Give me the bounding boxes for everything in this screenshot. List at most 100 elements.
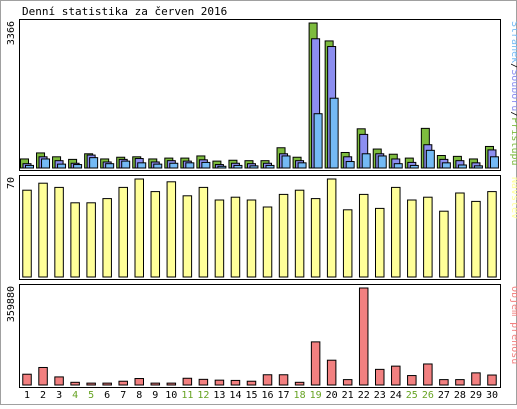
bar-Stránek-day-26 [425, 149, 435, 169]
bar-volume-day-24 [391, 365, 401, 386]
bar-volume-day-6 [102, 382, 112, 386]
bar-visits-day-1 [22, 189, 32, 278]
bar-Stránek-day-14 [233, 164, 243, 169]
bar-volume-day-10 [166, 382, 177, 386]
panel-visits: 70 Návštěv [6, 175, 517, 280]
bar-visits-day-9 [150, 191, 161, 278]
bar-volume-day-28 [455, 379, 465, 386]
day-label-23: 23 [374, 390, 386, 401]
bar-volume-day-30 [487, 374, 497, 386]
bar-Stránek-day-20 [329, 97, 339, 169]
bar-volume-day-7 [118, 380, 128, 386]
bar-visits-day-12 [198, 186, 209, 278]
day-label-17: 17 [278, 390, 290, 401]
legend-volume: Objem přenosu [509, 286, 517, 364]
day-label-3: 3 [56, 390, 62, 401]
bar-visits-day-6 [102, 198, 112, 278]
bar-Stránek-day-7 [121, 160, 131, 169]
bar-volume-day-4 [70, 381, 80, 386]
bar-volume-day-5 [86, 382, 96, 386]
bar-Stránek-day-15 [249, 165, 259, 169]
bar-volume-day-22 [358, 287, 369, 386]
bar-Stránek-day-9 [153, 163, 163, 169]
bar-Stránek-day-21 [345, 161, 355, 169]
panel-frame [19, 284, 501, 388]
legend-item: Návštěv [509, 177, 517, 219]
bar-volume-day-21 [342, 379, 353, 386]
bar-Stránek-day-5 [89, 157, 99, 169]
day-label-13: 13 [213, 390, 225, 401]
day-label-27: 27 [438, 390, 450, 401]
day-label-4: 4 [72, 390, 78, 401]
bar-Stránek-day-3 [57, 163, 67, 169]
day-label-21: 21 [342, 390, 354, 401]
bar-Stránek-day-27 [441, 162, 451, 169]
legend-item: / [509, 63, 517, 69]
day-label-30: 30 [486, 390, 498, 401]
bar-Stránek-day-28 [457, 164, 467, 169]
day-label-25: 25 [406, 390, 418, 401]
day-label-20: 20 [326, 390, 338, 401]
bar-visits-day-24 [391, 186, 401, 278]
day-label-11: 11 [181, 390, 193, 401]
bar-volume-day-14 [230, 379, 241, 386]
bar-Stránek-day-23 [377, 155, 387, 169]
bar-volume-day-29 [471, 372, 481, 386]
bar-visits-day-10 [166, 181, 177, 278]
bar-volume-day-8 [134, 378, 144, 386]
bar-volume-day-19 [310, 341, 321, 386]
legend-item: Přístupů [509, 117, 517, 165]
bar-visits-day-20 [326, 178, 337, 278]
day-label-18: 18 [294, 390, 306, 401]
bar-Stránek-day-19 [313, 113, 323, 169]
bar-Stránek-day-4 [73, 164, 83, 169]
bar-visits-day-28 [455, 192, 465, 278]
day-label-15: 15 [245, 390, 257, 401]
bar-visits-day-23 [375, 207, 385, 278]
day-label-9: 9 [152, 390, 158, 401]
legend-item: Stránek [509, 21, 517, 63]
legend-visits: Návštěv [509, 177, 517, 219]
bar-Stránek-day-18 [297, 162, 307, 169]
bar-Stránek-day-6 [105, 163, 115, 169]
bar-volume-day-3 [54, 376, 64, 386]
day-label-26: 26 [422, 390, 434, 401]
bar-volume-day-17 [278, 374, 289, 386]
bar-volume-day-11 [182, 377, 193, 386]
day-label-8: 8 [136, 390, 142, 401]
legend-item: / [509, 111, 517, 117]
bar-visits-day-27 [439, 210, 449, 278]
bar-volume-day-15 [246, 380, 257, 386]
bar-volume-day-20 [326, 359, 337, 386]
bar-Stránek-day-2 [41, 158, 51, 169]
y-max-label: 70 [6, 177, 17, 189]
bar-volume-day-1 [22, 373, 32, 386]
panels-layer: 3366Stránek/Souborů/Přístupů70Návštěv359… [6, 19, 517, 388]
day-label-10: 10 [165, 390, 177, 401]
day-label-7: 7 [120, 390, 126, 401]
bar-visits-day-25 [407, 199, 417, 278]
bar-visits-day-29 [471, 200, 481, 278]
day-label-19: 19 [310, 390, 322, 401]
panel-volume: 359880 Objem přenosu [6, 284, 517, 388]
day-label-12: 12 [197, 390, 209, 401]
bar-Stránek-day-24 [393, 163, 403, 169]
bar-visits-day-19 [310, 198, 321, 278]
legend-item: Souborů [509, 69, 517, 111]
bar-visits-day-13 [214, 199, 225, 278]
bar-visits-day-21 [342, 209, 353, 278]
bar-Stránek-day-13 [217, 165, 227, 169]
y-max-label: 359880 [6, 286, 17, 322]
day-label-1: 1 [24, 390, 30, 401]
day-label-24: 24 [390, 390, 402, 401]
chart-title: Denní statistika za červen 2016 [22, 5, 227, 18]
y-max-label: 3366 [6, 21, 17, 45]
bar-visits-day-8 [134, 178, 144, 278]
bar-Stránek-day-10 [169, 162, 179, 169]
day-label-6: 6 [104, 390, 110, 401]
bar-visits-day-16 [262, 206, 273, 278]
bar-volume-day-25 [407, 375, 417, 386]
